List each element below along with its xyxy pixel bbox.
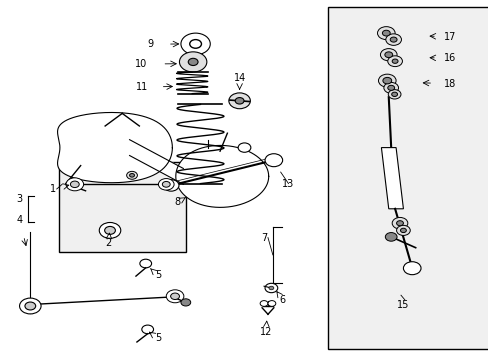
Text: 6: 6 [279, 294, 285, 305]
Circle shape [179, 52, 206, 72]
Circle shape [104, 226, 115, 234]
Bar [59, 162, 185, 252]
Circle shape [403, 262, 420, 275]
Circle shape [238, 143, 250, 152]
Text: 17: 17 [443, 32, 455, 42]
Text: 7: 7 [261, 233, 266, 243]
Polygon shape [176, 145, 268, 207]
Circle shape [396, 225, 409, 235]
Text: 11: 11 [135, 82, 148, 92]
Text: 9: 9 [147, 39, 153, 49]
Circle shape [387, 90, 400, 99]
Text: 14: 14 [233, 73, 245, 83]
Circle shape [260, 301, 267, 306]
Circle shape [188, 58, 198, 66]
Circle shape [400, 228, 406, 233]
Text: 1: 1 [50, 184, 56, 194]
Circle shape [235, 98, 244, 104]
Circle shape [140, 259, 151, 268]
Polygon shape [381, 148, 403, 209]
Circle shape [66, 178, 83, 191]
Circle shape [385, 233, 396, 241]
Text: 4: 4 [17, 215, 22, 225]
Circle shape [264, 154, 282, 167]
Text: 16: 16 [443, 53, 455, 63]
Bar [327, 7, 488, 349]
Circle shape [70, 181, 79, 188]
Circle shape [391, 59, 397, 63]
Circle shape [126, 171, 137, 179]
Text: 8: 8 [174, 197, 180, 207]
Text: 10: 10 [134, 59, 147, 69]
Circle shape [181, 33, 210, 55]
Circle shape [158, 179, 174, 190]
Circle shape [383, 82, 398, 93]
Circle shape [163, 180, 179, 191]
Circle shape [20, 298, 41, 314]
Text: 2: 2 [105, 238, 111, 248]
Circle shape [228, 93, 250, 109]
Circle shape [382, 30, 389, 36]
Text: 18: 18 [443, 78, 455, 89]
Circle shape [189, 40, 201, 48]
Circle shape [268, 286, 273, 290]
Circle shape [267, 301, 275, 306]
Circle shape [385, 34, 401, 45]
Circle shape [25, 302, 36, 310]
Circle shape [396, 221, 403, 226]
Circle shape [377, 27, 394, 40]
Text: 12: 12 [259, 327, 272, 337]
Text: 13: 13 [282, 179, 294, 189]
Text: 15: 15 [396, 300, 409, 310]
Text: 3: 3 [17, 194, 22, 204]
Circle shape [162, 181, 170, 187]
Circle shape [142, 325, 153, 334]
Circle shape [181, 299, 190, 306]
Circle shape [382, 77, 391, 84]
Circle shape [99, 222, 121, 238]
Circle shape [389, 37, 396, 42]
Circle shape [387, 56, 402, 67]
Circle shape [387, 85, 394, 90]
Circle shape [380, 49, 396, 61]
Circle shape [384, 52, 392, 58]
Circle shape [391, 92, 397, 96]
Circle shape [264, 283, 277, 293]
Text: 5: 5 [155, 270, 161, 280]
Circle shape [378, 74, 395, 87]
Circle shape [391, 217, 407, 229]
Text: 5: 5 [155, 333, 161, 343]
Circle shape [129, 174, 134, 177]
Polygon shape [58, 112, 172, 183]
Circle shape [170, 293, 179, 300]
Circle shape [166, 290, 183, 303]
